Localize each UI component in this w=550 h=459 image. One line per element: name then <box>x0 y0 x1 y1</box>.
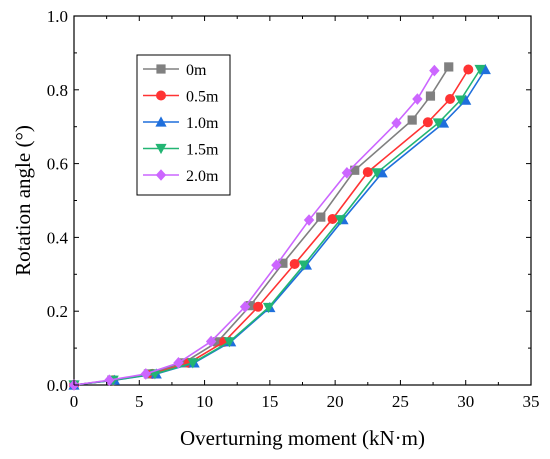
data-point <box>341 167 353 179</box>
legend-label: 1.5m <box>186 142 219 159</box>
data-point <box>412 93 423 105</box>
y-tick-label: 1.0 <box>47 7 68 26</box>
data-point <box>278 258 288 268</box>
data-point <box>460 94 472 105</box>
x-tick-label: 25 <box>392 392 409 411</box>
data-point <box>289 258 300 269</box>
y-tick-label: 0.0 <box>47 376 68 395</box>
legend-marker <box>156 64 166 74</box>
data-point <box>376 167 388 178</box>
data-point <box>479 63 491 75</box>
data-point <box>327 213 338 224</box>
legend-label: 0m <box>186 62 207 79</box>
data-point <box>187 358 199 369</box>
data-point <box>474 64 486 76</box>
series-line <box>73 69 481 386</box>
series-2.0m <box>68 64 440 391</box>
x-tick-label: 10 <box>196 392 213 411</box>
data-point <box>422 117 433 128</box>
legend-label: 0.5m <box>186 89 219 106</box>
legend-box <box>136 54 231 196</box>
data-point <box>140 368 152 380</box>
series-1.5m <box>68 64 486 391</box>
x-tick-label: 5 <box>135 392 144 411</box>
data-point <box>391 117 402 129</box>
data-point <box>444 62 454 72</box>
data-point <box>454 95 467 106</box>
legend-marker <box>155 169 167 181</box>
data-point <box>205 335 217 348</box>
legend-marker <box>156 90 166 101</box>
series-line <box>73 70 436 386</box>
data-point <box>425 91 436 101</box>
y-tick-label: 0.4 <box>47 228 69 247</box>
data-point <box>303 214 315 226</box>
x-tick-label: 35 <box>523 392 540 411</box>
legend-label: 1.0m <box>186 115 219 132</box>
x-tick-label: 0 <box>70 392 79 411</box>
data-point <box>463 64 474 75</box>
tick-layer: 0 5 10 15 20 25 30 35 0.0 0.2 0.4 0.6 0.8 1.0 <box>47 7 540 411</box>
data-point <box>362 167 373 178</box>
y-tick-label: 0.8 <box>47 81 68 100</box>
data-point <box>239 300 251 313</box>
series-1.0m <box>68 63 491 390</box>
y-tick-label: 0.6 <box>47 155 68 174</box>
data-point <box>298 260 310 271</box>
legend-label: 2.0m <box>186 168 219 185</box>
data-point <box>437 117 450 128</box>
x-tick-label: 20 <box>327 392 344 411</box>
data-point <box>316 212 326 222</box>
data-point <box>213 337 223 347</box>
data-point <box>371 168 383 179</box>
data-point <box>245 301 255 311</box>
data-point <box>173 357 184 369</box>
series-0m <box>69 62 454 390</box>
data-point <box>350 165 360 175</box>
x-axis-label: Overturning moment (kN·m) <box>180 426 425 450</box>
legend-marker <box>155 116 167 127</box>
data-point <box>429 64 440 77</box>
data-point <box>253 301 264 312</box>
data-point <box>223 337 235 348</box>
legend-marker <box>155 143 167 155</box>
y-axis-label: Rotation angle (°) <box>11 125 35 276</box>
data-point <box>334 215 346 226</box>
series-0.5m <box>69 64 474 390</box>
data-point <box>445 94 456 105</box>
series-layer <box>68 62 491 391</box>
series-line <box>73 69 486 386</box>
data-point <box>407 115 417 125</box>
x-tick-label: 15 <box>261 392 278 411</box>
legend: 0m 0.5m 1.0m 1.5m 2.0m <box>136 54 231 196</box>
data-point <box>179 358 189 368</box>
data-point <box>271 259 282 271</box>
y-tick-label: 0.2 <box>47 302 68 321</box>
data-point <box>262 302 275 314</box>
x-tick-label: 30 <box>457 392 474 411</box>
series-line <box>73 66 450 386</box>
data-point <box>104 374 115 387</box>
data-point <box>432 118 444 129</box>
